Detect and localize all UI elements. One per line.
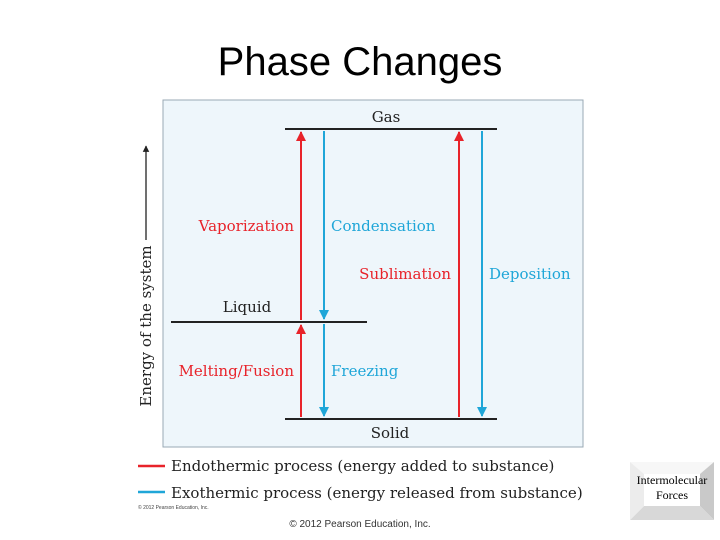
energy-axis-label: Energy of the system	[137, 245, 155, 406]
freezing-label: Freezing	[331, 362, 399, 380]
sublimation-label: Sublimation	[359, 265, 451, 283]
solid-label: Solid	[371, 424, 410, 442]
legend-exothermic-text: Exothermic process (energy released from…	[171, 484, 583, 502]
small-copyright: © 2012 Pearson Education, Inc.	[138, 505, 209, 511]
liquid-label: Liquid	[223, 298, 272, 316]
footer-copyright: © 2012 Pearson Education, Inc.	[289, 519, 431, 530]
intermolecular-forces-nav-button[interactable]: Intermolecular Forces	[630, 462, 714, 520]
legend-endothermic-text: Endothermic process (energy added to sub…	[171, 457, 554, 475]
bevel-button-shape	[630, 462, 714, 520]
nav-label-line1: Intermolecular	[636, 473, 708, 487]
melting-label: Melting/Fusion	[179, 362, 295, 380]
condensation-label: Condensation	[331, 217, 436, 235]
slide-title: Phase Changes	[217, 40, 503, 84]
diagram-panel	[162, 99, 584, 448]
nav-button-label: Intermolecular Forces	[630, 473, 714, 503]
vaporization-label: Vaporization	[198, 217, 295, 235]
gas-label: Gas	[372, 108, 401, 126]
deposition-label: Deposition	[489, 265, 571, 283]
nav-label-line2: Forces	[656, 488, 688, 502]
